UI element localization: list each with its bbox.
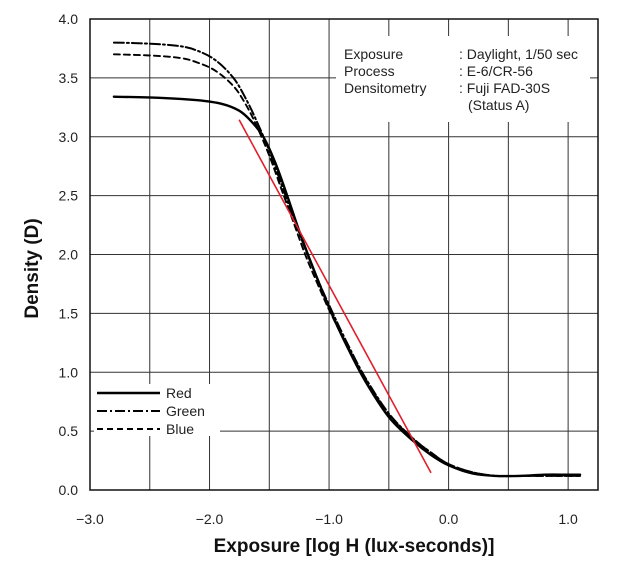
annotation-value: (Status A) bbox=[468, 97, 529, 113]
x-tick-label: −3.0 bbox=[76, 511, 104, 527]
annotation-value: : Daylight, 1/50 sec bbox=[459, 46, 578, 62]
annotation-key: Exposure bbox=[344, 46, 403, 62]
y-tick-label: 2.5 bbox=[59, 188, 79, 204]
y-tick-label: 3.0 bbox=[59, 129, 79, 145]
annotation-key: Process bbox=[344, 63, 395, 79]
y-tick-label: 2.0 bbox=[59, 247, 79, 263]
x-tick-label: −2.0 bbox=[196, 511, 224, 527]
y-tick-label: 0.0 bbox=[59, 482, 79, 498]
annotation-key: Densitometry bbox=[344, 80, 426, 96]
x-tick-label: 1.0 bbox=[558, 511, 578, 527]
x-tick-labels: −3.0 −2.0 −1.0 0.0 1.0 bbox=[76, 511, 578, 527]
series-blue-line bbox=[112, 53, 582, 478]
y-tick-labels: 0.0 0.5 1.0 1.5 2.0 2.5 3.0 3.5 4.0 bbox=[59, 11, 79, 498]
data-series bbox=[112, 41, 582, 478]
x-axis-title: Exposure [log H (lux-seconds)] bbox=[214, 536, 495, 557]
annotation-value: : Fuji FAD-30S bbox=[459, 80, 550, 96]
x-tick-label: −1.0 bbox=[315, 511, 343, 527]
y-tick-label: 3.5 bbox=[59, 70, 79, 86]
condition-annotations: Exposure : Daylight, 1/50 sec Process : E-6… bbox=[336, 36, 590, 122]
legend: Red Green Blue bbox=[94, 384, 220, 437]
series-green-line bbox=[112, 41, 582, 478]
y-tick-label: 1.5 bbox=[59, 305, 79, 321]
y-tick-label: 0.5 bbox=[59, 423, 79, 439]
annotation-background bbox=[336, 36, 590, 122]
x-tick-label: 0.0 bbox=[439, 511, 459, 527]
legend-label-blue: Blue bbox=[166, 421, 194, 437]
legend-label-red: Red bbox=[166, 385, 192, 401]
annotation-value: : E-6/CR-56 bbox=[459, 63, 533, 79]
plot-frame bbox=[89, 18, 599, 491]
y-tick-label: 4.0 bbox=[59, 11, 79, 27]
legend-label-green: Green bbox=[166, 403, 205, 419]
y-tick-label: 1.0 bbox=[59, 364, 79, 380]
y-axis-title: Density (D) bbox=[22, 218, 43, 318]
reference-line bbox=[238, 119, 432, 474]
